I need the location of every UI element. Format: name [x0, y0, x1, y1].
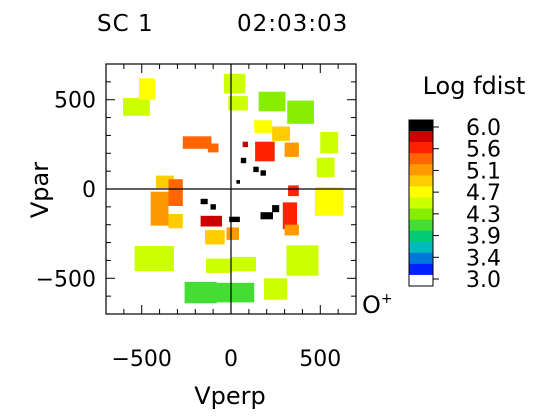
x-tick-label: −500	[111, 347, 171, 372]
distribution-cell-15	[134, 246, 174, 272]
colorbar-segment	[409, 175, 433, 187]
colorbar-segment	[409, 164, 433, 176]
species-base: O	[362, 291, 381, 319]
distribution-cell-3	[228, 96, 248, 111]
distribution-cell-31	[207, 143, 219, 153]
colorbar-segment	[409, 120, 433, 132]
distribution-cell-24	[284, 224, 299, 236]
spacecraft-label: SC 1	[97, 11, 154, 37]
distribution-cell-25	[288, 185, 299, 197]
distribution-cell-23	[282, 202, 298, 230]
y-tick-label: 500	[54, 89, 96, 114]
distribution-cells	[123, 73, 344, 304]
distribution-cell-2	[223, 73, 246, 94]
distribution-cell-16	[150, 191, 169, 226]
distribution-cell-41	[272, 205, 280, 213]
x-tick-label: 0	[224, 347, 238, 372]
distribution-cell-30	[182, 136, 212, 149]
distribution-cell-32	[242, 141, 248, 148]
x-axis-label: Vperp	[194, 382, 266, 410]
colorbar-segment	[409, 252, 433, 265]
distribution-cell-22	[200, 215, 222, 227]
colorbar-tick-label: 6.0	[466, 116, 501, 141]
colorbar-segment	[409, 131, 433, 143]
distribution-cell-0	[123, 97, 150, 116]
distribution-cell-9	[286, 245, 319, 276]
distribution-cell-35	[260, 170, 266, 176]
distribution-cell-6	[320, 131, 339, 154]
distribution-cell-5	[287, 100, 314, 124]
distribution-cell-40	[260, 212, 273, 220]
distribution-cell-38	[210, 204, 216, 210]
distribution-cell-14	[231, 256, 256, 272]
colorbar-tick-label: 3.0	[466, 268, 501, 293]
timestamp-label: 02:03:03	[237, 11, 348, 37]
distribution-cell-37	[200, 198, 208, 205]
distribution-cell-4	[258, 91, 286, 112]
colorbar-tick-label: 3.9	[466, 225, 501, 250]
colorbar: 6.05.65.14.74.33.93.43.0	[408, 116, 501, 293]
distribution-cell-18	[168, 179, 183, 206]
species-label: O+	[362, 291, 393, 319]
x-tick-label: 500	[299, 347, 341, 372]
colorbar-segment	[409, 153, 433, 165]
colorbar-frame	[408, 119, 434, 287]
distribution-cell-13	[206, 258, 231, 273]
colorbar-tick-label: 4.7	[466, 181, 501, 206]
colorbar-segment	[409, 230, 433, 243]
colorbar-segment	[409, 241, 433, 254]
distribution-cell-19	[168, 214, 183, 229]
colorbar-tick-label: 5.6	[466, 138, 501, 163]
colorbar-segment	[409, 197, 433, 209]
y-axis-label: Vpar	[26, 162, 54, 218]
distribution-cell-33	[240, 157, 247, 164]
plot-axes: −500 0 500 500 0 −500	[36, 63, 357, 372]
colorbar-title: Log fdist	[423, 72, 526, 100]
distribution-cell-8	[314, 187, 344, 216]
colorbar-segment	[409, 208, 433, 220]
distribution-cell-36	[236, 180, 240, 184]
distribution-cell-34	[253, 166, 259, 173]
colorbar-segment	[409, 186, 433, 198]
colorbar-tick-label: 3.4	[466, 246, 501, 271]
colorbar-tick-label: 4.3	[466, 203, 501, 228]
y-tick-label: −500	[36, 267, 96, 292]
colorbar-segment	[409, 263, 433, 276]
colorbar-segment	[409, 219, 433, 231]
colorbar-segment	[409, 142, 433, 154]
species-charge: +	[381, 291, 393, 307]
distribution-cell-28	[284, 142, 299, 157]
colorbar-tick-label: 5.1	[466, 159, 501, 184]
distribution-cell-12	[184, 281, 217, 304]
distribution-cell-10	[264, 278, 288, 300]
y-tick-label: 0	[82, 178, 96, 203]
distribution-cell-29	[254, 120, 273, 133]
distribution-cell-39	[229, 216, 240, 223]
colorbar-segment	[409, 274, 433, 287]
distribution-cell-27	[272, 126, 290, 141]
distribution-cell-1	[139, 78, 156, 100]
distribution-cell-7	[316, 157, 335, 178]
distribution-cell-20	[205, 230, 225, 245]
distribution-cell-26	[255, 141, 275, 162]
distribution-cell-21	[226, 227, 239, 240]
